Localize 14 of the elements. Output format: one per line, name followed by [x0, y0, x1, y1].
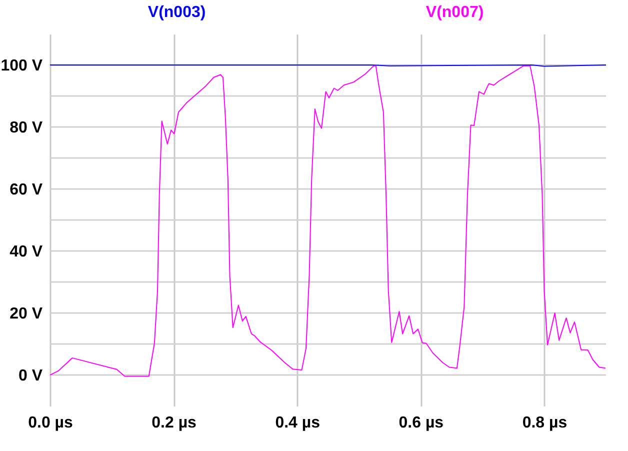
- text: V(n003): [148, 4, 206, 21]
- x-tick-label: 0.8 µs: [522, 414, 568, 432]
- y-tick-label: 80 V: [10, 120, 43, 136]
- text: V(n007): [426, 4, 484, 21]
- y-tick-label: 0 V: [18, 368, 43, 384]
- x-tick-label: 0.6 µs: [398, 414, 444, 432]
- x-tick-label: 0.2 µs: [152, 414, 197, 432]
- line-series: [50, 65, 606, 377]
- x-tick-label: 0.0 µs: [28, 414, 73, 432]
- y-tick-label: 100 V: [0, 58, 43, 74]
- y-tick-label: 20 V: [10, 306, 43, 322]
- y-tick-label: 60 V: [10, 182, 43, 198]
- x-tick-label: 0.4 µs: [275, 414, 320, 432]
- y-tick-label: 40 V: [10, 244, 43, 260]
